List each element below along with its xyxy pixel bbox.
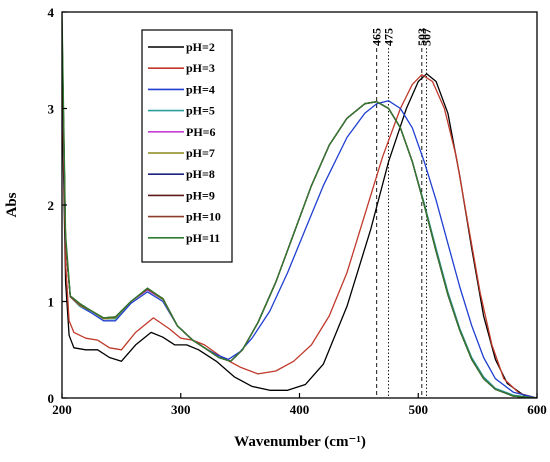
series-line xyxy=(62,12,537,398)
legend-label: pH=11 xyxy=(186,231,220,245)
reference-line-label: 465 xyxy=(370,28,384,46)
y-tick-label: 3 xyxy=(48,102,55,117)
plot-frame xyxy=(61,11,538,399)
y-tick-label: 2 xyxy=(48,198,55,213)
reference-line-label: 475 xyxy=(382,28,396,46)
y-axis-title: Abs xyxy=(4,192,20,217)
legend-label: PH=6 xyxy=(186,125,216,139)
legend-label: pH=9 xyxy=(186,188,215,202)
legend-label: pH=5 xyxy=(186,104,215,118)
legend-label: pH=4 xyxy=(186,82,215,96)
x-tick-label: 600 xyxy=(527,402,547,417)
x-axis-title: Wavenumber (cm⁻¹) xyxy=(234,434,366,450)
x-tick-label: 400 xyxy=(290,402,310,417)
x-tick-label: 200 xyxy=(52,402,72,417)
legend-label: pH=7 xyxy=(186,146,215,160)
reference-line-label: 503 xyxy=(415,28,429,46)
x-tick-label: 500 xyxy=(409,402,429,417)
legend: pH=2 pH=3 pH=4 pH=5 PH=6 pH=7 pH=8 pH=9 pH=10 pH=… xyxy=(141,29,233,263)
series-line xyxy=(62,73,537,398)
x-tick-label: 300 xyxy=(171,402,191,417)
reference-line-label: 507 xyxy=(420,28,434,46)
y-tick-label: 1 xyxy=(48,295,55,310)
series-layer xyxy=(62,12,537,398)
legend-label: pH=10 xyxy=(186,210,221,224)
series-line xyxy=(62,50,537,398)
axes-layer: 200 300 400 500 600 0 1 2 3 4 xyxy=(48,5,547,417)
legend-label: pH=8 xyxy=(186,167,215,181)
y-tick-label: 0 xyxy=(48,391,55,406)
legend-label: pH=2 xyxy=(186,40,215,54)
series-line xyxy=(62,69,537,398)
y-tick-label: 4 xyxy=(48,5,55,20)
legend-label: pH=3 xyxy=(186,61,215,75)
